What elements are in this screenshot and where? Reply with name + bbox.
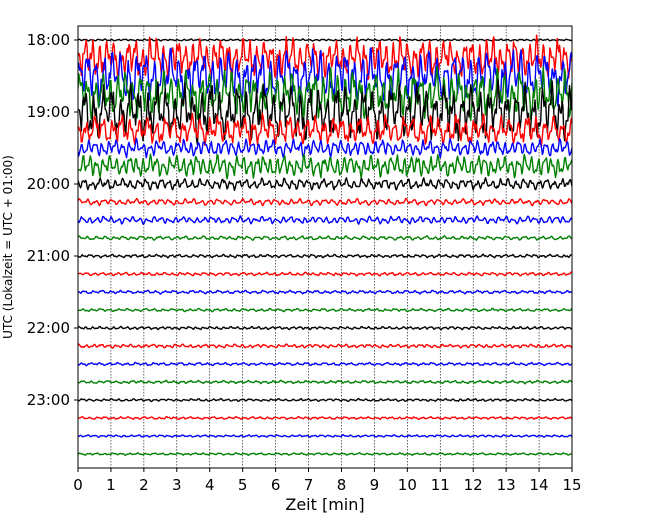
x-tick-label-4: 4	[205, 476, 215, 494]
trace-1815	[78, 34, 572, 82]
trace-2015	[78, 197, 572, 207]
trace-2300	[78, 397, 572, 403]
x-tick-label-10: 10	[398, 476, 417, 494]
y-axis-label: UTC (Lokalzeit = UTC + 01:00)	[1, 155, 15, 339]
trace-1945	[78, 153, 572, 180]
x-tick-label-11: 11	[431, 476, 450, 494]
x-tick-label-8: 8	[337, 476, 347, 494]
trace-1800	[78, 38, 572, 42]
y-tick-label-20:00: 20:00	[27, 175, 70, 193]
x-tick-label-3: 3	[172, 476, 182, 494]
trace-2000	[78, 177, 572, 192]
trace-1900	[78, 79, 572, 146]
y-tick-label-23:00: 23:00	[27, 391, 70, 409]
x-axis-label: Zeit [min]	[285, 495, 364, 514]
trace-2330	[78, 434, 572, 438]
trace-1930	[78, 137, 572, 159]
x-tick-label-13: 13	[497, 476, 516, 494]
trace-2345	[78, 452, 572, 456]
y-tick-label-19:00: 19:00	[27, 103, 70, 121]
x-tick-label-15: 15	[562, 476, 581, 494]
trace-2045	[78, 235, 572, 241]
x-tick-label-2: 2	[139, 476, 149, 494]
x-tick-label-5: 5	[238, 476, 248, 494]
trace-2100	[78, 253, 572, 259]
trace-2315	[78, 415, 572, 421]
trace-2230	[78, 361, 572, 367]
y-axis-ticks: 18:00 19:00 20:00 21:00 22:00 23:00	[27, 31, 78, 409]
trace-2030	[78, 215, 572, 225]
x-tick-label-1: 1	[106, 476, 116, 494]
trace-2130	[78, 289, 572, 295]
x-tick-label-9: 9	[370, 476, 380, 494]
x-axis-ticks: 0 1 2 3 4 5 6 7 8 9 10 11 12 13 14 15	[73, 468, 582, 494]
trace-1845	[78, 65, 572, 122]
trace-2115	[78, 271, 572, 277]
trace-2200	[78, 325, 572, 331]
x-tick-label-0: 0	[73, 476, 83, 494]
trace-2145	[78, 307, 572, 313]
trace-1915	[78, 112, 572, 147]
trace-series-group	[78, 34, 572, 456]
plot-frame	[77, 25, 573, 469]
x-tick-label-14: 14	[530, 476, 549, 494]
y-tick-label-21:00: 21:00	[27, 247, 70, 265]
y-tick-label-22:00: 22:00	[27, 319, 70, 337]
y-tick-label-18:00: 18:00	[27, 31, 70, 49]
x-tick-label-7: 7	[304, 476, 314, 494]
x-tick-label-6: 6	[271, 476, 281, 494]
x-tick-label-12: 12	[464, 476, 483, 494]
trace-2215	[78, 343, 572, 349]
trace-2245	[78, 379, 572, 385]
